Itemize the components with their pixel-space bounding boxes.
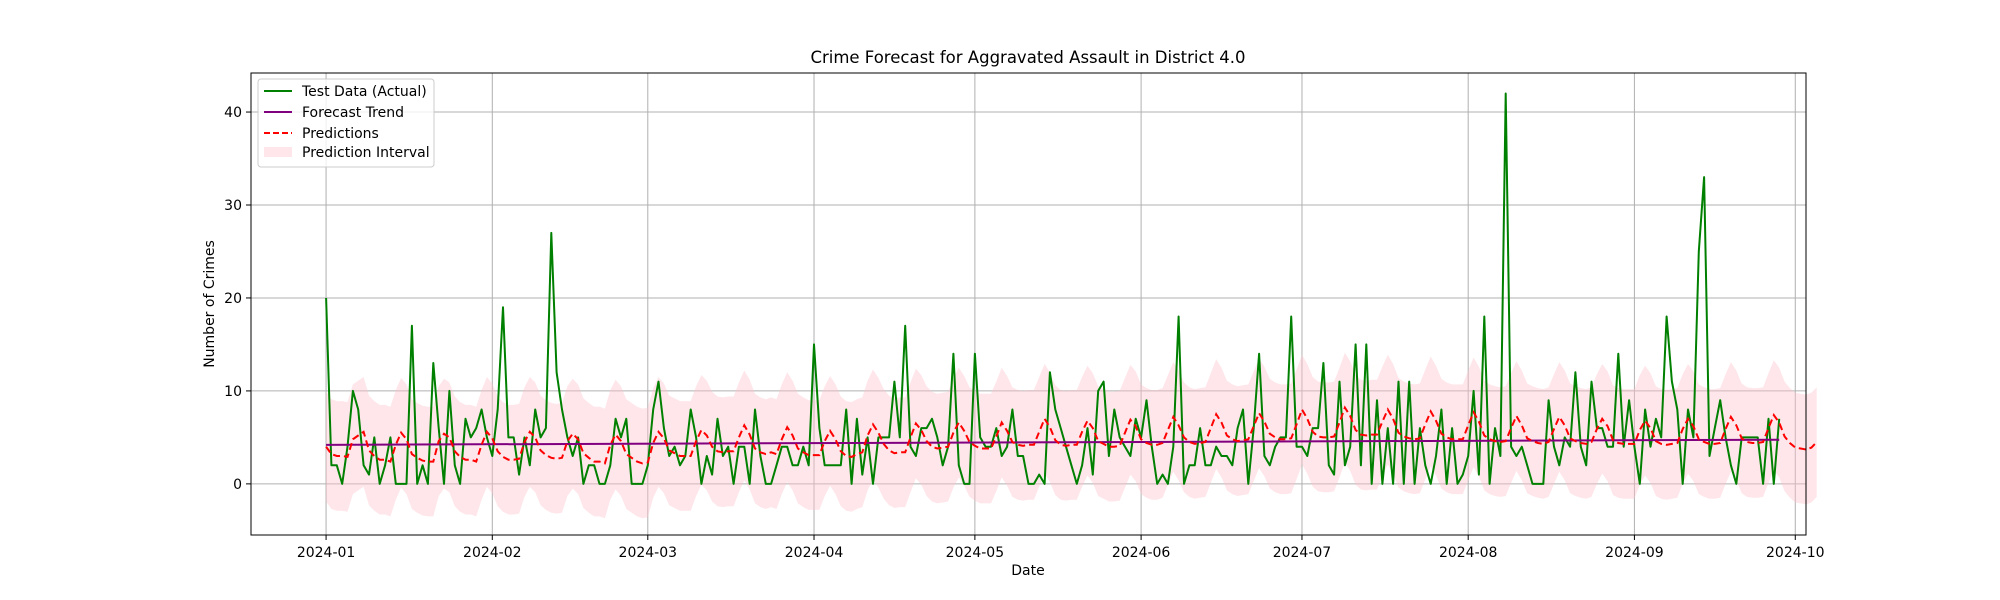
x-tick-label: 2024-07 [1273,545,1332,561]
legend-label-trend: Forecast Trend [302,105,404,121]
chart-title: Crime Forecast for Aggravated Assault in… [810,48,1245,67]
x-axis-label: Date [1011,563,1044,579]
x-tick-label: 2024-02 [463,545,522,561]
plot-frame [250,72,1807,536]
y-tick-label: 20 [224,291,242,307]
grid [251,73,1806,535]
legend-swatch-interval [264,147,292,157]
prediction-interval-area [326,352,1817,519]
prediction-interval-band [326,352,1817,519]
x-tick-label: 2024-09 [1605,545,1664,561]
forecast-trend-line [326,438,1780,446]
predictions-line [325,405,1818,465]
y-tick-label: 40 [224,105,242,121]
legend-label-interval: Prediction Interval [302,145,430,161]
x-tick-label: 2024-03 [619,545,678,561]
y-tick-label: 30 [224,198,242,214]
y-axis-ticks: 0 10 20 30 40 [224,105,251,493]
legend-label-predictions: Predictions [302,126,379,142]
y-axis-label: Number of Crimes [202,240,218,368]
x-tick-label: 2024-08 [1439,545,1498,561]
x-axis-ticks: 2024-01 2024-02 2024-03 2024-04 2024-05 2024-… [297,535,1825,561]
legend-box [257,78,435,168]
x-tick-label: 2024-05 [946,545,1005,561]
series-lines [325,92,1818,485]
y-tick-label: 10 [224,384,242,400]
x-tick-label: 2024-01 [297,545,356,561]
legend: Test Data (Actual) Forecast Trend Predic… [257,78,435,168]
legend-label-actual: Test Data (Actual) [301,84,427,100]
x-tick-label: 2024-04 [785,545,844,561]
x-tick-label: 2024-06 [1112,545,1171,561]
y-tick-label: 0 [233,477,242,493]
x-tick-label: 2024-10 [1766,545,1825,561]
